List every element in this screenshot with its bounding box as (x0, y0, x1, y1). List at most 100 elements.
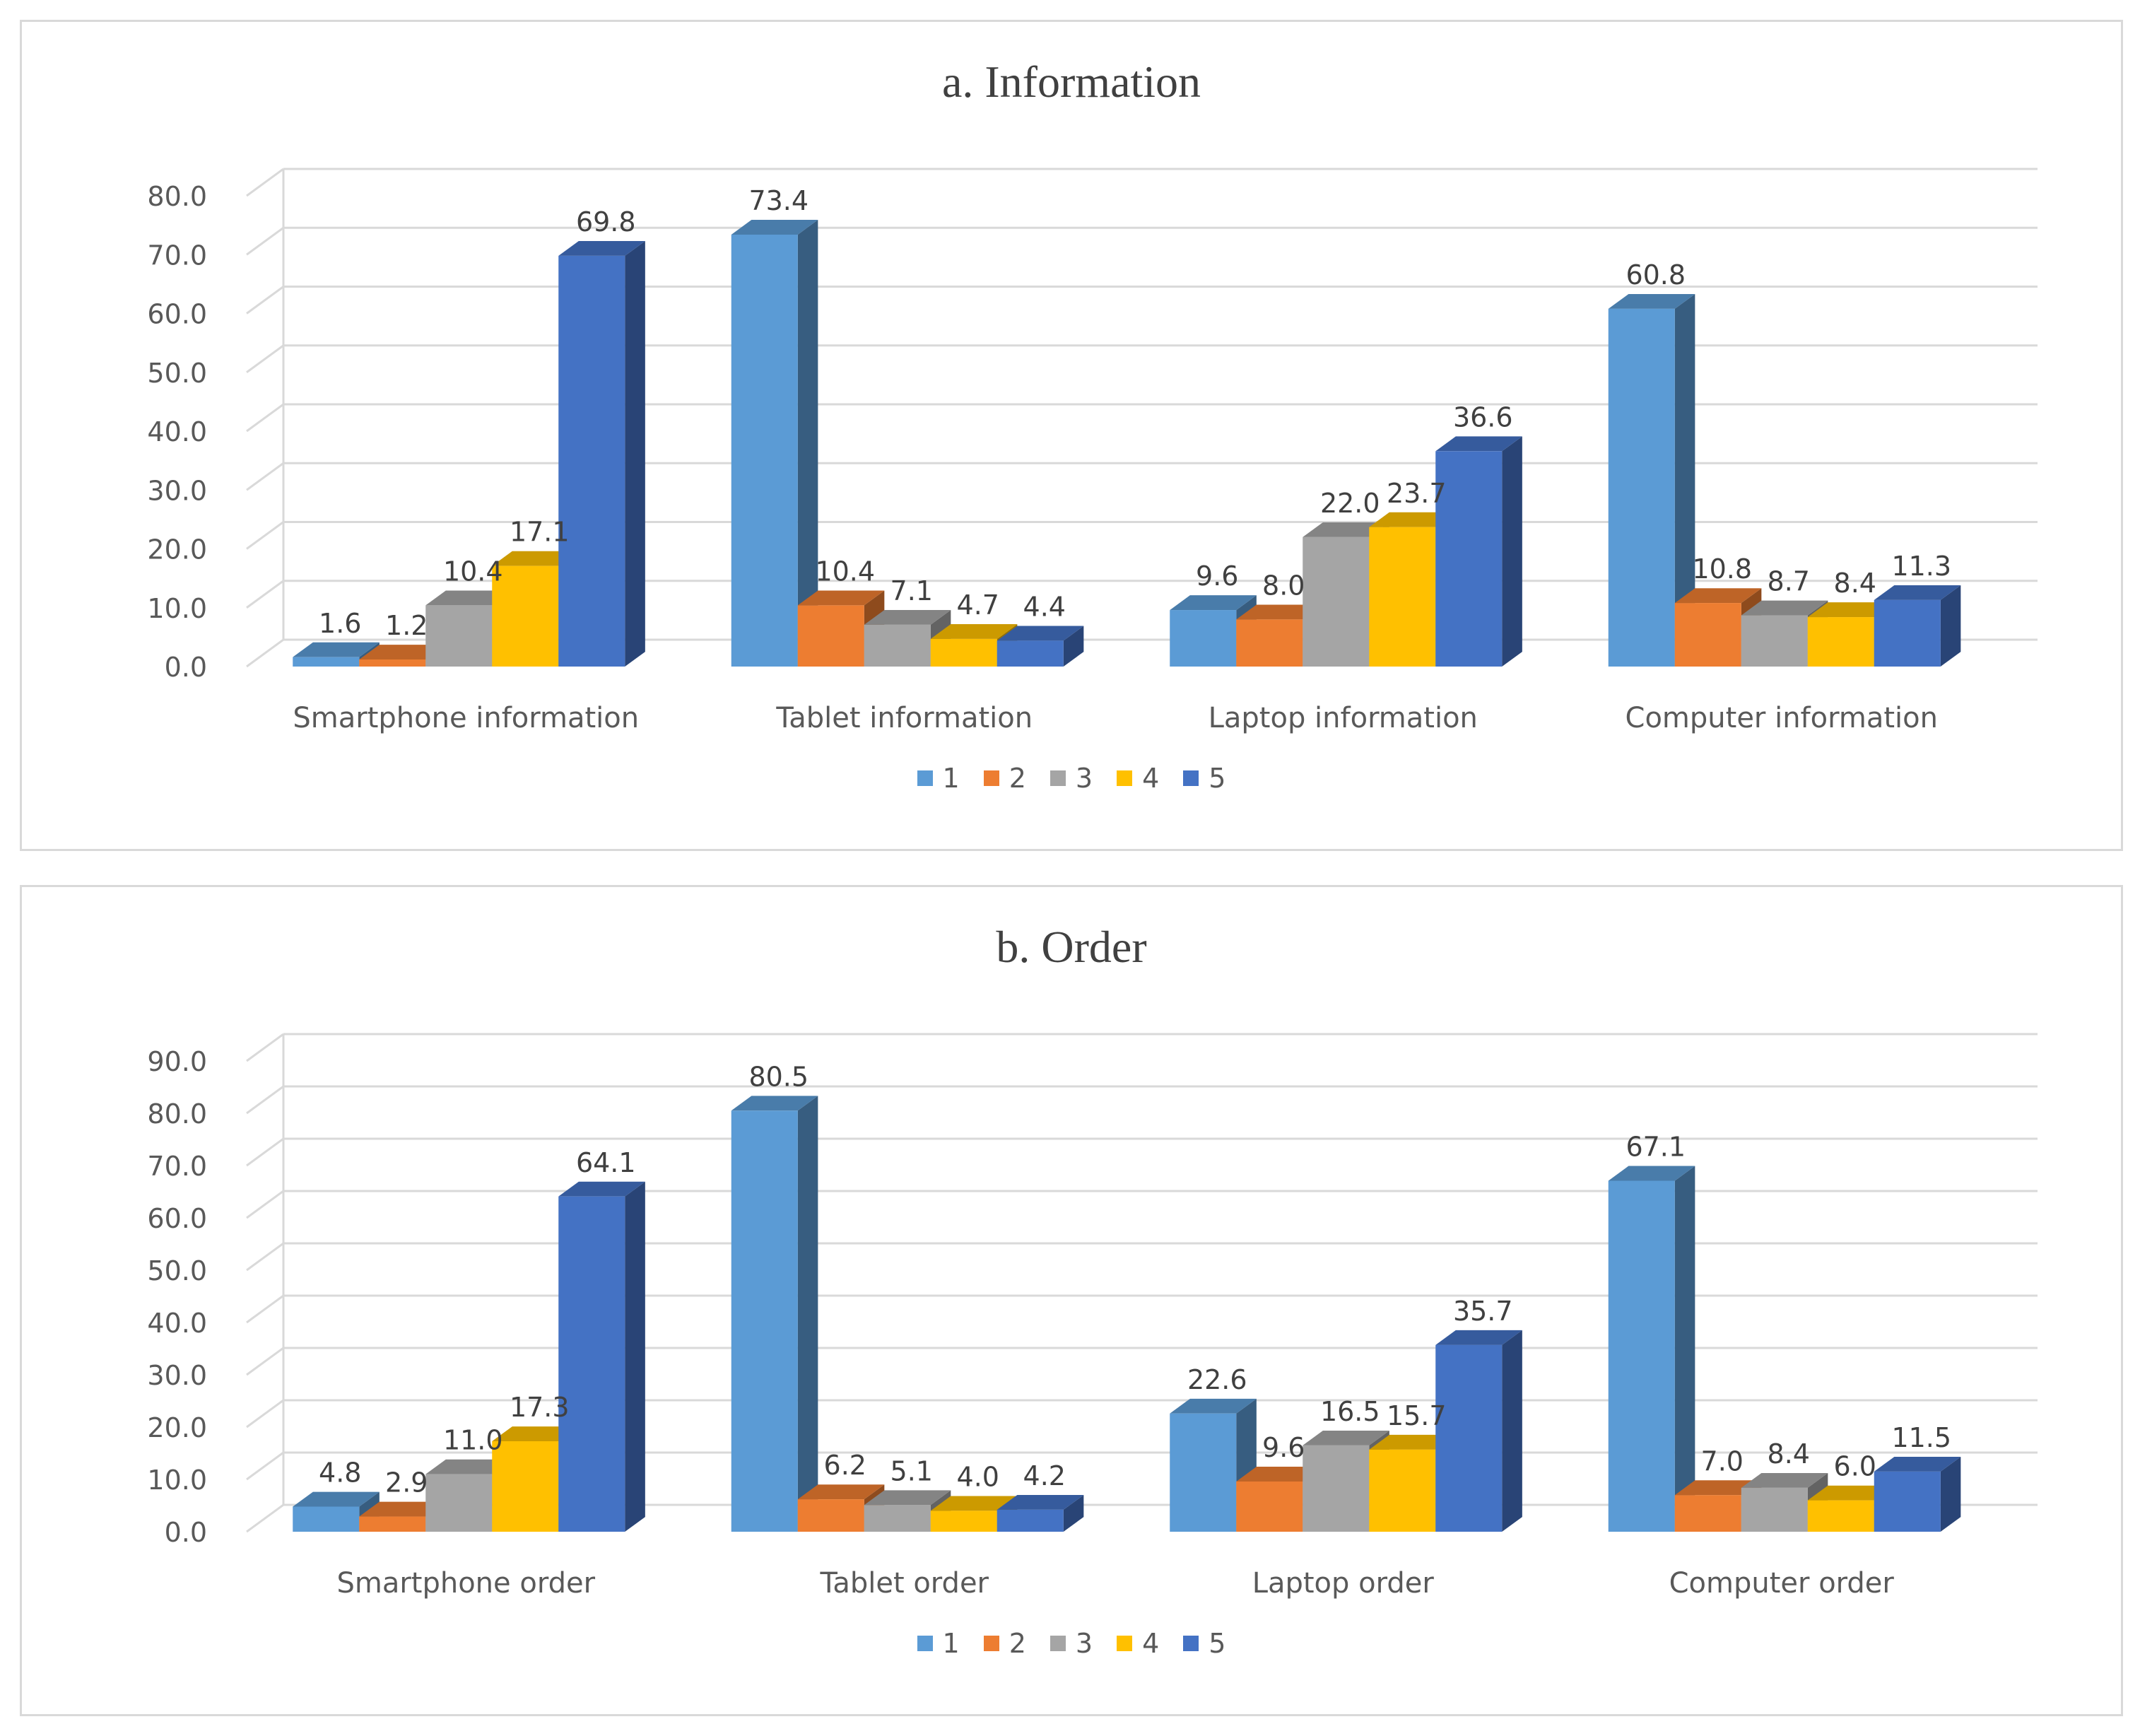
data-label: 4.2 (1023, 1460, 1066, 1491)
bar-front (731, 234, 798, 667)
bar-top (1303, 1431, 1389, 1445)
bar-top (1741, 600, 1828, 616)
y-tick-label: 50.0 (147, 1255, 207, 1286)
bar-side (1940, 1457, 1961, 1532)
gridline-connector (246, 227, 284, 256)
data-label: 9.6 (1262, 1432, 1305, 1463)
bar-front (1874, 1471, 1941, 1532)
data-label: 4.7 (957, 590, 999, 621)
data-label: 23.7 (1387, 478, 1447, 509)
data-label: 8.7 (1768, 566, 1810, 597)
legend-label: 5 (1209, 763, 1226, 794)
bar-top (864, 609, 951, 625)
data-label: 16.5 (1320, 1396, 1380, 1427)
bar-top (492, 551, 579, 566)
legend-swatch (1183, 1636, 1199, 1651)
bar-top (425, 590, 512, 606)
y-tick-label: 0.0 (165, 652, 207, 683)
gridline-connector (246, 1137, 284, 1167)
bar-front (1874, 599, 1941, 667)
data-label: 60.8 (1625, 259, 1686, 291)
y-tick-label: 30.0 (147, 475, 207, 506)
x-category-label: Tablet information (775, 702, 1033, 734)
bar-front (1236, 1481, 1303, 1532)
bar-front (425, 605, 493, 667)
data-label: 11.5 (1891, 1422, 1951, 1453)
legend-item: 4 (1117, 1628, 1159, 1659)
bar-front (1170, 610, 1237, 667)
y-tick-label: 20.0 (147, 1412, 207, 1443)
chart-legend: 1 2 3 4 5 (22, 763, 2121, 794)
bar (558, 1181, 645, 1532)
legend-item: 5 (1183, 763, 1225, 794)
bar (731, 220, 818, 667)
bar-front (1807, 1500, 1874, 1532)
bar-front (359, 659, 426, 667)
chart-title: b. Order (996, 922, 1147, 972)
bar-front (425, 1474, 493, 1532)
bar-front (492, 565, 559, 667)
bar-front (1608, 308, 1675, 667)
legend-swatch (1117, 1636, 1133, 1651)
y-tick-label: 80.0 (147, 1098, 207, 1130)
data-label: 11.3 (1891, 551, 1951, 582)
bar-top (1874, 585, 1961, 600)
y-tick-label: 90.0 (147, 1046, 207, 1077)
x-category-label: Smartphone order (336, 1567, 595, 1600)
bar-group (1608, 293, 1961, 667)
bar-top (1608, 293, 1695, 309)
bar (731, 1096, 818, 1532)
bar-group (1170, 436, 1522, 667)
bar-top (797, 590, 885, 606)
bar-front (731, 1110, 798, 1532)
bar-top (1608, 1166, 1695, 1181)
bar-top (1170, 1398, 1257, 1414)
bar-front (930, 638, 997, 667)
bar-front (1674, 1495, 1741, 1532)
bar-front (1170, 1413, 1237, 1532)
bar (996, 626, 1084, 667)
legend-item: 2 (983, 763, 1026, 794)
bar-side (1063, 1495, 1084, 1532)
legend-label: 2 (1009, 1628, 1026, 1659)
bar (1608, 293, 1695, 667)
y-tick-label: 70.0 (147, 240, 207, 271)
bar (1435, 1330, 1522, 1532)
gridline-connector (246, 521, 284, 550)
gridline-connector (246, 638, 284, 668)
data-label: 80.5 (748, 1061, 809, 1092)
bar (1435, 436, 1522, 667)
x-category-label: Smartphone information (293, 702, 639, 734)
data-label: 4.8 (319, 1458, 361, 1489)
data-label: 5.1 (890, 1455, 933, 1486)
y-tick-label: 10.0 (147, 593, 207, 624)
chart-panel-information: a. Information 0.0 10.0 20.0 30.0 40.0 50.0 60… (20, 20, 2123, 851)
y-tick-label: 70.0 (147, 1151, 207, 1182)
bar-front (1807, 617, 1874, 667)
bar-side (1674, 1166, 1695, 1532)
x-category-label: Laptop order (1252, 1567, 1435, 1600)
bar-top (996, 626, 1084, 641)
y-tick-label: 40.0 (147, 1308, 207, 1339)
legend-swatch (983, 1636, 999, 1651)
bar-group (293, 241, 645, 667)
bar-top (1674, 588, 1762, 604)
bar-top (1807, 1485, 1895, 1501)
bar-front (1236, 619, 1303, 667)
y-tick-label: 30.0 (147, 1360, 207, 1391)
bar-top (1369, 512, 1456, 527)
bar (558, 241, 645, 667)
bar-front (1369, 1449, 1436, 1532)
bar-front (996, 1509, 1064, 1532)
legend-label: 2 (1009, 763, 1026, 794)
gridline-connector (246, 1033, 284, 1062)
gridline-connector (246, 1399, 284, 1429)
bar-front (558, 1196, 625, 1532)
data-label: 6.2 (824, 1450, 866, 1481)
bar-front (1674, 603, 1741, 667)
bar-top (359, 1501, 446, 1517)
legend-label: 5 (1209, 1628, 1226, 1659)
bar-side (797, 1096, 818, 1532)
data-label: 1.6 (319, 608, 361, 639)
data-label: 35.7 (1453, 1296, 1513, 1327)
